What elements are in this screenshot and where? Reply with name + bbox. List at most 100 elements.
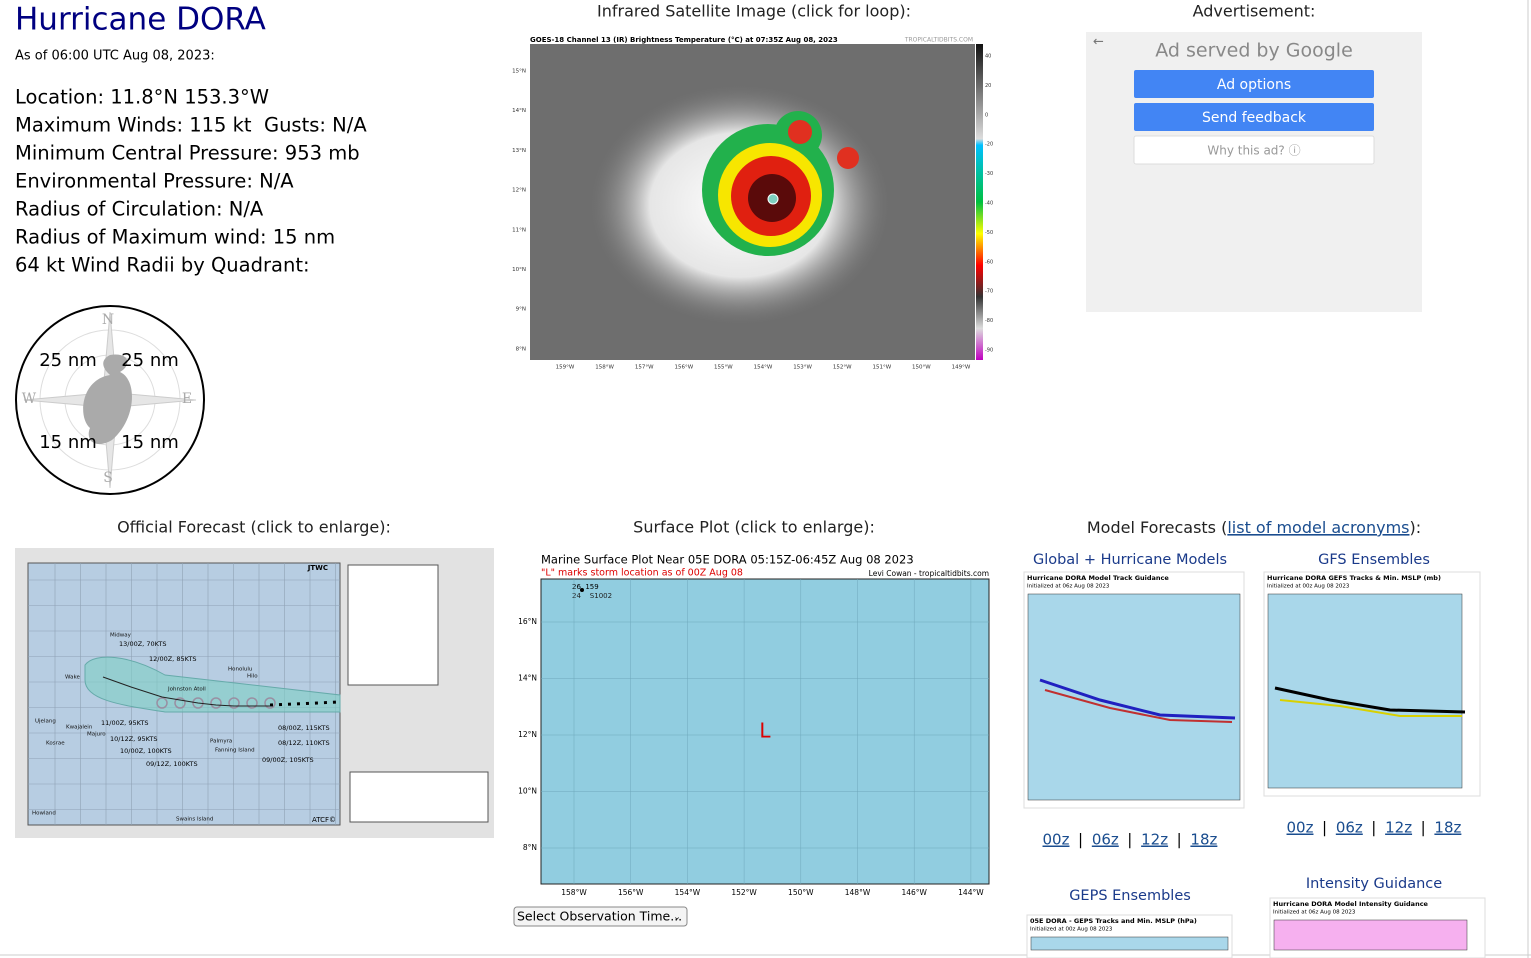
ad-button[interactable] xyxy=(1134,103,1374,131)
place-label: Palmyra xyxy=(210,739,232,745)
model-heading: Model Forecasts (list of model acronyms)… xyxy=(1087,518,1421,537)
colorbar-label: -90 xyxy=(985,348,993,354)
panel-title: Hurricane DORA GEFS Tracks & Min. MSLP (… xyxy=(1267,574,1441,582)
colorbar-label: 0 xyxy=(985,112,988,118)
ad-button-label[interactable]: Send feedback xyxy=(1202,110,1307,126)
colorbar-label: 20 xyxy=(985,83,991,89)
link-separator: | xyxy=(1371,819,1376,837)
run-link[interactable]: 06z xyxy=(1336,819,1363,837)
forecast-agency: JTWC xyxy=(307,564,328,572)
lon-label: 157°W xyxy=(635,365,654,371)
colorbar xyxy=(976,44,983,360)
place-label: Wake xyxy=(65,675,80,681)
lon-label: 151°W xyxy=(872,365,891,371)
forecast-label: 09/00Z, 105KTS xyxy=(262,756,314,764)
place-label: Swains Island xyxy=(176,817,213,823)
run-link[interactable]: 00z xyxy=(1287,819,1314,837)
place-label: Ujelang xyxy=(35,719,56,725)
lon-label: 158°W xyxy=(561,888,587,897)
lon-label: 159°W xyxy=(556,365,575,371)
place-label: Honolulu xyxy=(228,667,252,673)
satellite-credit: TROPICALTIDBITS.COM xyxy=(904,37,973,44)
lat-label: 14°N xyxy=(518,674,537,683)
lon-label: 146°W xyxy=(901,888,927,897)
heading-suffix: ): xyxy=(1410,518,1422,537)
radius-label: 25 nm xyxy=(121,350,179,371)
place-label: Majuro xyxy=(87,732,106,738)
run-link[interactable]: 12z xyxy=(1385,819,1412,837)
link-separator: | xyxy=(1322,819,1327,837)
model-tracks xyxy=(1039,678,1236,720)
compass-letter: E xyxy=(182,391,192,407)
storm-info: Location: 11.8°N 153.3°W Maximum Winds: 1… xyxy=(15,86,367,277)
lat-label: 14°N xyxy=(512,108,526,114)
lat-label: 15°N xyxy=(512,69,526,75)
acronyms-link[interactable]: list of model acronyms xyxy=(1227,518,1409,537)
lat-label: 10°N xyxy=(512,267,526,273)
panel-heading: Intensity Guidance xyxy=(1306,876,1442,892)
ad-back-arrow[interactable]: ← xyxy=(1093,35,1104,50)
station-label: 24 S1002 xyxy=(572,592,612,600)
storm-title: Hurricane DORA xyxy=(15,2,266,38)
lon-label: 153°W xyxy=(793,365,812,371)
panel-init: Initialized at 00z Aug 08 2023 xyxy=(1030,927,1113,933)
colorbar-label: -50 xyxy=(985,230,993,236)
lon-label: 152°W xyxy=(731,888,757,897)
forecast-label: 11/00Z, 95KTS xyxy=(101,719,148,727)
heading-prefix: Model Forecasts ( xyxy=(1087,518,1228,537)
model-panels: Global + Hurricane Models Hurricane DORA … xyxy=(1023,552,1486,958)
forecast-label: 10/00Z, 100KTS xyxy=(120,747,172,755)
hurricane-symbol xyxy=(83,354,132,445)
run-link[interactable]: 12z xyxy=(1141,831,1168,849)
radius-label: 15 nm xyxy=(39,432,97,453)
lat-label: 9°N xyxy=(516,307,526,313)
compass-letter: S xyxy=(103,470,113,486)
lon-label: 149°W xyxy=(952,365,971,371)
satellite-heading: Infrared Satellite Image (click for loop… xyxy=(597,2,911,21)
observation-select-label[interactable]: Select Observation Time... xyxy=(517,909,682,924)
lon-label: 156°W xyxy=(674,365,693,371)
ad-button[interactable] xyxy=(1134,70,1374,98)
lon-label: 150°W xyxy=(788,888,814,897)
place-label: Kosrae xyxy=(46,741,65,747)
ad-button-label[interactable]: Why this ad? ⓘ xyxy=(1207,144,1300,158)
run-link[interactable]: 00z xyxy=(1043,831,1070,849)
place-label: Hilo xyxy=(247,674,258,680)
radii-labels: 25 nm 25 nm 15 nm 15 nm N E S W xyxy=(22,312,192,486)
surface-plot-image[interactable]: 26 159 24 S1002 xyxy=(514,548,1000,905)
surface-heading: Surface Plot (click to enlarge): xyxy=(633,518,875,537)
radius-label: 25 nm xyxy=(39,350,97,371)
forecast-label: 13/00Z, 70KTS xyxy=(119,640,166,648)
colorbar-label: 40 xyxy=(985,54,991,60)
forecast-label: 09/12Z, 100KTS xyxy=(146,760,198,768)
info-line: Radius of Circulation: N/A xyxy=(15,198,264,221)
run-link[interactable]: 18z xyxy=(1434,819,1461,837)
official-forecast-image[interactable] xyxy=(15,548,494,838)
lat-label: 8°N xyxy=(516,346,526,352)
satellite-title: GOES-18 Channel 13 (IR) Brightness Tempe… xyxy=(530,36,838,44)
lon-label: 148°W xyxy=(845,888,871,897)
radius-label: 15 nm xyxy=(121,432,179,453)
info-line: Minimum Central Pressure: 953 mb xyxy=(15,142,360,165)
place-label: Kwajalein xyxy=(66,725,93,731)
lon-label: 155°W xyxy=(714,365,733,371)
lon-label: 154°W xyxy=(754,365,773,371)
run-link[interactable]: 18z xyxy=(1190,831,1217,849)
surface-title: Marine Surface Plot Near 05E DORA 05:15Z… xyxy=(541,553,914,567)
lon-label: 156°W xyxy=(618,888,644,897)
panel-init: Initialized at 06z Aug 08 2023 xyxy=(1273,910,1356,916)
forecast-track xyxy=(102,676,270,707)
panel-map xyxy=(1030,936,1229,951)
ad-button[interactable] xyxy=(1133,135,1375,165)
surface-note: "L" marks storm location as of 00Z Aug 0… xyxy=(541,568,743,579)
observation-select[interactable] xyxy=(513,906,688,927)
wind-radii-diagram xyxy=(15,305,205,495)
panel-image[interactable] xyxy=(1026,914,1233,958)
ad-buttons: Ad options Send feedback Why this ad? ⓘ xyxy=(1133,70,1375,165)
link-separator: | xyxy=(1177,831,1182,849)
satellite-image[interactable] xyxy=(528,35,986,372)
ad-button-label[interactable]: Ad options xyxy=(1217,77,1291,93)
run-link[interactable]: 06z xyxy=(1092,831,1119,849)
